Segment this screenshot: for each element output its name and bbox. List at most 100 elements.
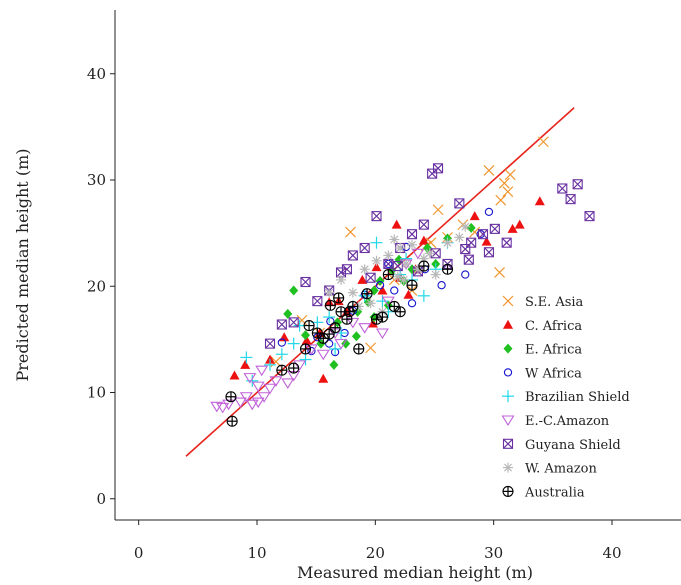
data-point xyxy=(347,287,358,298)
data-point xyxy=(461,270,470,279)
series-8 xyxy=(225,260,454,427)
data-point xyxy=(498,177,510,189)
data-point xyxy=(375,328,389,340)
data-point xyxy=(460,244,471,255)
data-point xyxy=(226,415,238,427)
data-point xyxy=(437,281,446,290)
data-point xyxy=(534,196,545,206)
legend-marker xyxy=(502,485,514,497)
legend-marker xyxy=(503,462,513,473)
data-point xyxy=(454,198,465,209)
legend-item: W Africa xyxy=(503,366,582,381)
y-tick-label: 40 xyxy=(87,65,106,83)
data-point xyxy=(460,221,471,232)
legend-label: Australia xyxy=(524,485,585,500)
legend-label: Guyana Shield xyxy=(525,438,621,453)
data-point xyxy=(442,237,453,248)
legend-label: S.E. Asia xyxy=(525,295,584,310)
data-point xyxy=(264,338,276,349)
x-tick-label: 30 xyxy=(484,544,503,562)
data-point xyxy=(251,397,265,409)
data-point xyxy=(401,258,412,269)
data-point xyxy=(287,337,300,350)
legend-item: Brazilian Shield xyxy=(502,390,630,405)
data-point xyxy=(329,359,339,370)
data-point xyxy=(432,163,444,174)
data-point xyxy=(353,343,365,355)
y-axis-label: Predicted median height (m) xyxy=(13,149,32,382)
x-tick-label: 40 xyxy=(602,544,621,562)
data-point xyxy=(424,248,435,259)
legend-marker xyxy=(501,415,515,427)
legend-marker xyxy=(503,319,513,329)
data-point xyxy=(389,234,400,245)
legend-item: W. Amazon xyxy=(503,462,597,477)
data-point xyxy=(324,287,335,298)
data-point xyxy=(395,243,406,253)
data-point xyxy=(371,211,382,222)
data-point xyxy=(323,328,335,340)
data-point xyxy=(264,358,277,371)
x-tick-label: 0 xyxy=(134,544,144,562)
data-point xyxy=(283,308,293,319)
y-tick-label: 20 xyxy=(87,277,106,295)
data-point xyxy=(370,236,383,249)
data-point xyxy=(382,269,394,281)
data-point xyxy=(299,353,312,366)
data-point xyxy=(504,169,516,181)
data-point xyxy=(495,194,507,206)
x-axis-label: Measured median height (m) xyxy=(297,563,533,582)
data-point xyxy=(326,317,335,326)
data-points xyxy=(210,136,595,427)
data-point xyxy=(412,264,423,275)
data-point xyxy=(311,327,323,339)
data-point xyxy=(392,261,403,272)
data-point xyxy=(463,254,474,265)
data-point xyxy=(358,289,371,302)
legend-item: E.-C.Amazon xyxy=(501,414,610,429)
data-point xyxy=(336,274,347,285)
data-point xyxy=(240,359,251,369)
data-point xyxy=(276,319,287,330)
data-point xyxy=(288,317,299,328)
data-point xyxy=(417,289,430,302)
data-point xyxy=(370,313,383,325)
data-point xyxy=(323,311,336,324)
data-point xyxy=(466,222,476,233)
data-point xyxy=(406,229,418,240)
data-point xyxy=(365,298,376,309)
legend-item: S.E. Asia xyxy=(502,295,584,310)
data-point xyxy=(469,211,480,221)
data-point xyxy=(494,267,506,278)
data-point xyxy=(239,392,253,403)
data-point xyxy=(341,313,353,325)
data-point xyxy=(333,292,345,304)
data-point xyxy=(454,232,465,243)
data-point xyxy=(411,248,425,260)
data-point xyxy=(584,211,595,222)
data-point xyxy=(255,365,269,377)
legend-item: C. Africa xyxy=(503,319,582,334)
data-point xyxy=(418,260,430,272)
data-point xyxy=(371,255,382,266)
data-point xyxy=(275,348,288,361)
data-point xyxy=(243,373,257,384)
data-point xyxy=(377,285,388,295)
data-point xyxy=(572,179,583,190)
x-tick-label: 20 xyxy=(366,544,385,562)
data-point xyxy=(430,269,441,280)
data-point xyxy=(407,239,418,250)
data-point xyxy=(341,338,351,349)
legend-marker xyxy=(502,438,514,449)
legend-label: W Africa xyxy=(525,366,582,381)
data-point xyxy=(381,296,395,308)
data-point xyxy=(501,237,512,248)
data-point xyxy=(303,320,315,332)
data-point xyxy=(565,194,576,205)
data-point xyxy=(300,276,311,288)
data-point xyxy=(334,339,348,350)
legend-marker xyxy=(503,368,513,377)
data-point xyxy=(316,349,330,361)
data-point xyxy=(361,288,373,300)
